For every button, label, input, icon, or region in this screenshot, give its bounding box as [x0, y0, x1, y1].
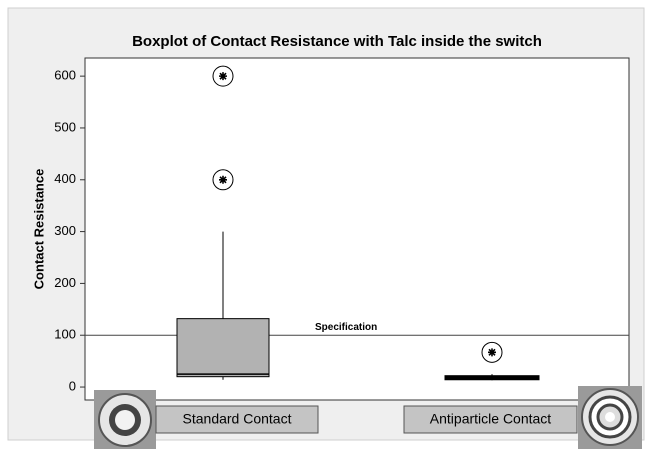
- box: [176, 318, 270, 378]
- spec-label: Specification: [315, 322, 377, 333]
- y-tick-label: 0: [69, 378, 76, 393]
- icon-right: [578, 386, 642, 449]
- y-tick-label: 300: [54, 223, 76, 238]
- plot-area: [84, 57, 630, 401]
- outlier: [488, 348, 496, 357]
- category-box: [155, 405, 319, 434]
- chart-title: Boxplot of Contact Resistance with Talc …: [132, 33, 542, 50]
- x-tick-label: Antiparticle Contact: [430, 411, 552, 427]
- y-axis-label: Contact Resistance: [31, 169, 46, 290]
- icon-left: [94, 390, 156, 449]
- outlier: [219, 175, 227, 184]
- y-tick-label: 600: [54, 68, 76, 83]
- y-tick-label: 500: [54, 119, 76, 134]
- y-tick-label: 100: [54, 327, 76, 342]
- category-box: [403, 405, 578, 434]
- x-tick-label: Standard Contact: [183, 411, 292, 427]
- y-tick-label: 400: [54, 171, 76, 186]
- outlier: [219, 72, 227, 81]
- y-tick-label: 200: [54, 275, 76, 290]
